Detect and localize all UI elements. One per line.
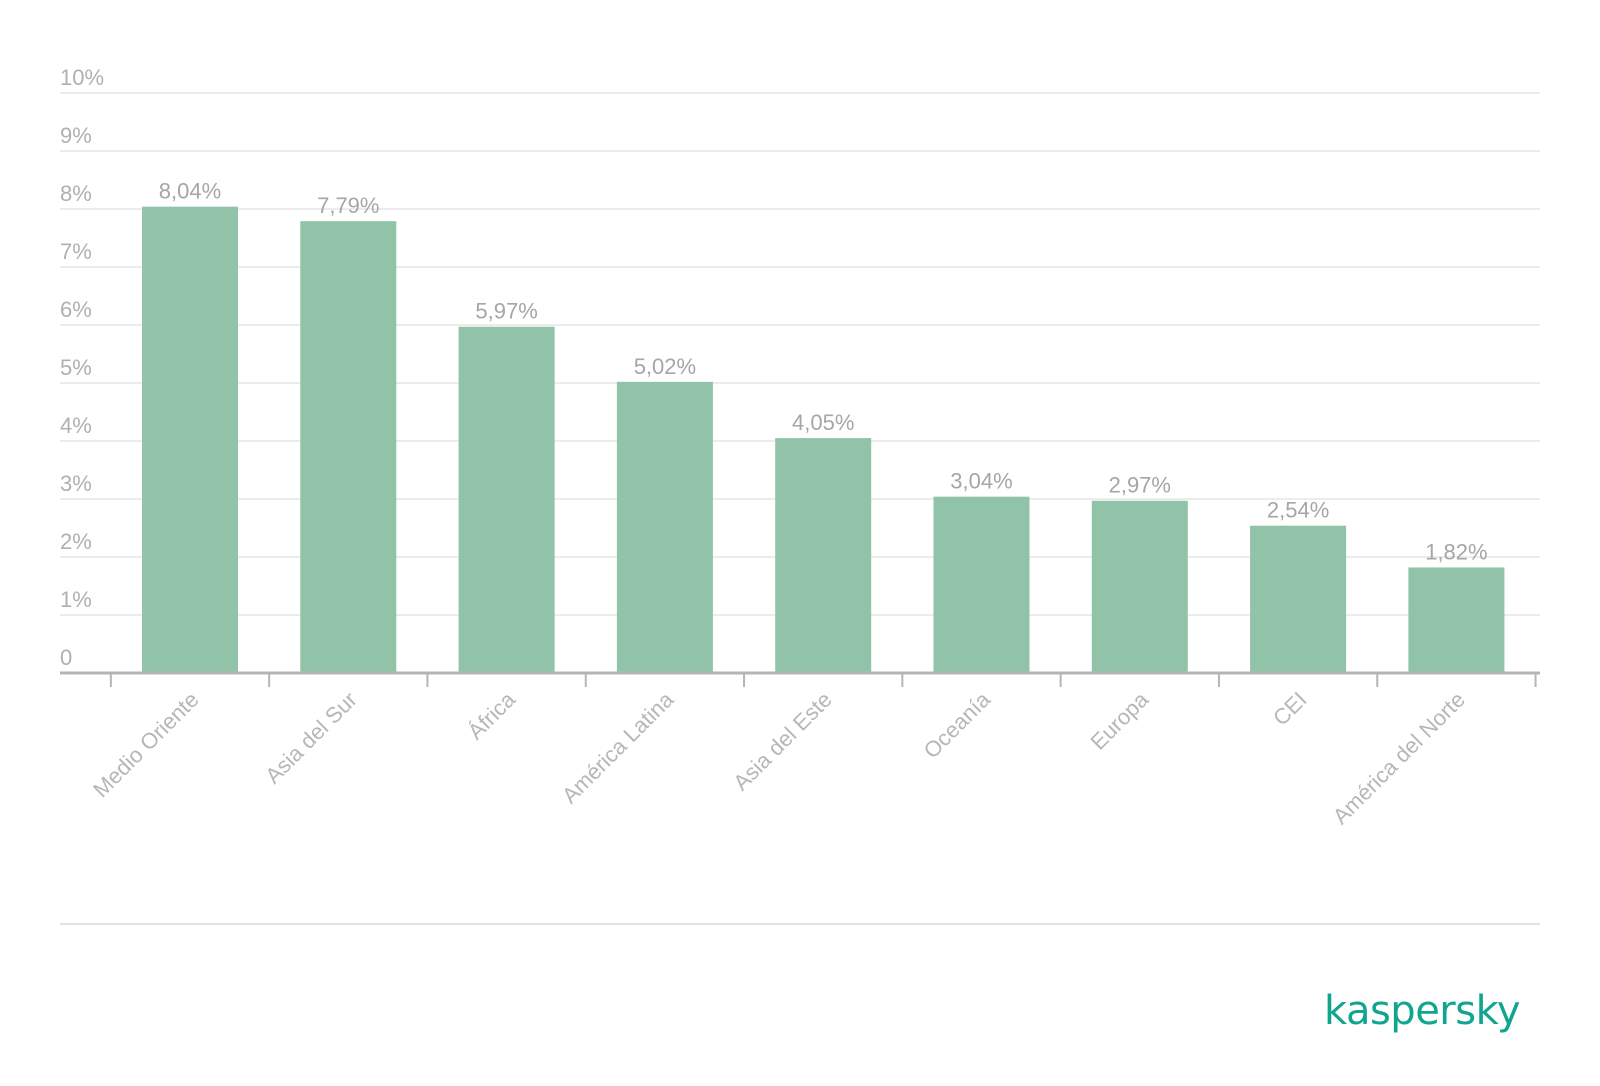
bar — [458, 326, 555, 672]
y-tick-label: 9% — [60, 123, 92, 148]
y-tick-label: 8% — [60, 181, 92, 206]
kaspersky-logo: kaspersky — [1323, 988, 1521, 1034]
data-label: 4,05% — [792, 410, 854, 435]
data-label: 2,97% — [1109, 473, 1171, 498]
y-tick-label: 4% — [60, 413, 92, 438]
y-tick-label: 5% — [60, 355, 92, 380]
category-label: América Latina — [557, 686, 679, 808]
y-tick-label: 3% — [60, 471, 92, 496]
category-label: América del Norte — [1328, 687, 1470, 829]
bar — [1408, 567, 1505, 672]
data-label: 2,54% — [1267, 498, 1329, 523]
category-label: Asia del Sur — [260, 687, 362, 789]
data-label: 3,04% — [950, 469, 1012, 494]
data-label: 5,02% — [634, 354, 696, 379]
y-tick-label: 7% — [60, 239, 92, 264]
y-tick-label: 1% — [60, 587, 92, 612]
category-label: Medio Oriente — [88, 687, 203, 802]
category-label: Asia del Este — [728, 687, 836, 795]
category-label: CEI — [1268, 687, 1312, 731]
bar — [933, 496, 1030, 672]
data-label: 8,04% — [159, 179, 221, 204]
bar — [300, 221, 397, 672]
bar — [1250, 525, 1347, 672]
y-tick-label: 2% — [60, 529, 92, 554]
bar — [1091, 500, 1188, 672]
bar — [142, 206, 238, 672]
category-label: África — [463, 686, 521, 744]
data-label: 5,97% — [475, 299, 537, 324]
category-label: Europa — [1085, 686, 1153, 754]
data-label: 7,79% — [317, 193, 379, 218]
category-label: Oceanía — [919, 686, 996, 763]
y-tick-label: 6% — [60, 297, 92, 322]
y-tick-label: 0 — [60, 645, 72, 670]
data-label: 1,82% — [1425, 539, 1487, 564]
bar — [775, 438, 872, 672]
y-tick-label: 10% — [60, 65, 104, 90]
bar — [616, 381, 713, 672]
